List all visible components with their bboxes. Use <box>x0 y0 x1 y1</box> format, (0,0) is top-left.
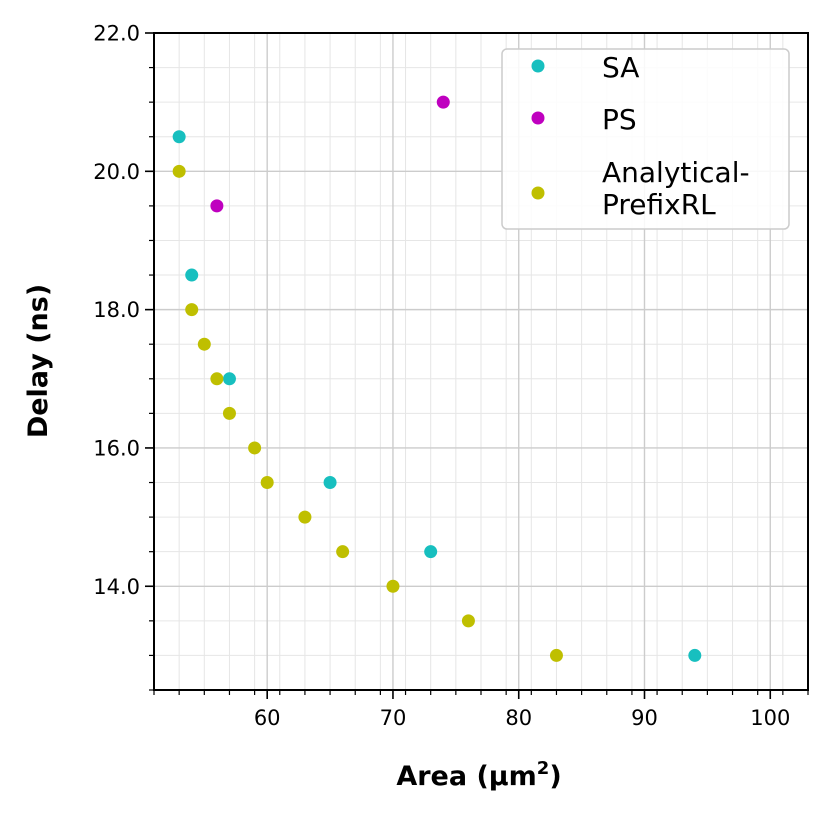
data-point-sa <box>323 476 337 490</box>
data-point-ps <box>436 95 450 109</box>
data-points <box>172 95 702 662</box>
x-axis-label-superscript: 2 <box>537 758 550 779</box>
data-point-analytical-prefixrl <box>336 545 350 559</box>
data-point-analytical-prefixrl <box>461 614 475 628</box>
data-point-analytical-prefixrl <box>197 337 211 351</box>
x-axis-label-main: Area (µm <box>396 761 536 792</box>
data-point-analytical-prefixrl <box>185 303 199 317</box>
legend-marker-ps <box>531 111 545 125</box>
data-point-analytical-prefixrl <box>298 510 312 524</box>
legend-marker-sa <box>531 59 545 73</box>
y-axis-label: Delay (ns) <box>23 284 54 438</box>
data-point-analytical-prefixrl <box>549 648 563 662</box>
x-axis-label: Area (µm2) <box>396 758 561 792</box>
data-point-sa <box>222 372 236 386</box>
legend-box <box>501 48 790 230</box>
data-point-analytical-prefixrl <box>248 441 262 455</box>
data-point-sa <box>185 268 199 282</box>
data-point-ps <box>210 199 224 213</box>
data-point-analytical-prefixrl <box>210 372 224 386</box>
legend-label-line-1: Analytical- <box>602 156 750 189</box>
data-point-sa <box>172 130 186 144</box>
x-tick-label: 60 <box>254 706 281 730</box>
legend-label-line-2: PrefixRL <box>602 188 716 221</box>
y-tick-label: 20.0 <box>93 160 140 184</box>
x-tick-label: 90 <box>631 706 658 730</box>
data-point-sa <box>688 648 702 662</box>
y-tick-label: 22.0 <box>93 22 140 46</box>
legend-marker-analytical-prefixrl <box>531 186 545 200</box>
y-tick-label: 14.0 <box>93 575 140 599</box>
data-point-sa <box>424 545 438 559</box>
data-point-analytical-prefixrl <box>222 406 236 420</box>
legend-label-ps: PS <box>602 103 637 136</box>
y-tick-label: 18.0 <box>93 298 140 322</box>
x-tick-label: 80 <box>505 706 532 730</box>
x-tick-label: 70 <box>380 706 407 730</box>
y-tick-label: 16.0 <box>93 436 140 460</box>
data-point-analytical-prefixrl <box>260 476 274 490</box>
axis-ticks <box>145 32 809 699</box>
tick-labels: 60 70 80 90 100 14.0 16.0 18.0 20.0 22.0 <box>93 22 790 731</box>
legend: SA PS Analytical-PrefixRL <box>501 48 790 230</box>
legend-label-sa: SA <box>602 51 639 84</box>
legend-label-analytical-prefixrl: Analytical-PrefixRL <box>602 156 750 221</box>
data-point-analytical-prefixrl <box>386 579 400 593</box>
x-tick-label: 100 <box>750 706 790 730</box>
data-point-analytical-prefixrl <box>172 164 186 178</box>
x-axis-label-close: ) <box>549 761 561 792</box>
